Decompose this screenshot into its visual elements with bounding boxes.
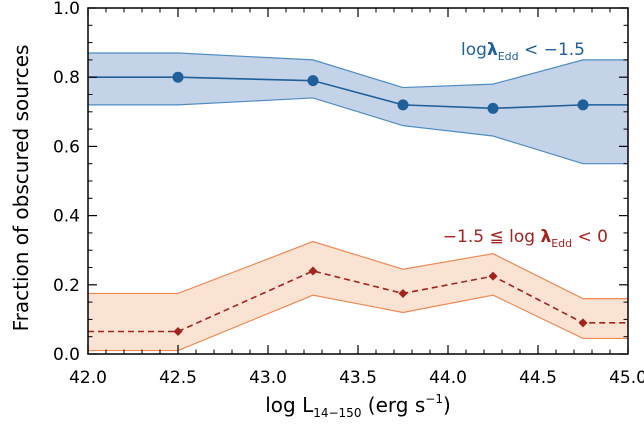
point-series-0-4 (577, 99, 589, 111)
x-axis-label: log L14−150 (erg s−1) (265, 392, 451, 420)
band-upper-edge-series-1 (88, 240, 628, 300)
band-upper-edge-series-0 (88, 52, 628, 89)
y-tick-label-1: 0.2 (53, 276, 80, 296)
y-tick-label-4: 0.8 (53, 68, 80, 88)
point-series-1-0 (173, 327, 183, 337)
point-series-1-4 (578, 318, 588, 328)
point-series-0-3 (487, 102, 499, 114)
y-tick-label-5: 1.0 (53, 0, 80, 19)
legend-label-high-eddington-pre: −1.5 ≦ log (443, 227, 541, 247)
x-tick-label-6: 45.0 (609, 368, 644, 388)
legend-label-low-eddington-sub: Edd (498, 50, 519, 63)
x-axis-label-unit: (erg s (361, 393, 425, 417)
x-tick-label-1: 42.5 (159, 368, 197, 388)
x-tick-label-4: 44.0 (429, 368, 467, 388)
x-tick-label-0: 42.0 (69, 368, 107, 388)
legend-label-high-eddington-post: < 0 (572, 227, 608, 247)
point-series-0-2 (397, 99, 409, 111)
band-series-1 (88, 241, 628, 351)
y-tick-label-0: 0.0 (53, 345, 80, 365)
legend-label-high-eddington-lambda: λ (540, 227, 551, 247)
point-series-1-3 (488, 271, 498, 281)
x-axis-label-main: log L (265, 393, 314, 417)
axis-ticks (87, 7, 629, 355)
x-tick-label-5: 44.5 (519, 368, 557, 388)
legend-label-low-eddington: logλEdd < −1.5 (461, 40, 585, 63)
legend-label-low-eddington-pre: log (461, 40, 487, 60)
point-series-1-1 (308, 266, 318, 276)
legend-label-low-eddington-lambda: λ (487, 40, 498, 60)
point-series-0-0 (172, 71, 184, 83)
x-tick-labels: 42.0 42.5 43.0 43.5 44.0 44.5 45.0 (69, 368, 644, 388)
y-tick-label-3: 0.6 (53, 137, 80, 157)
legend-label-low-eddington-post: < −1.5 (519, 40, 585, 60)
x-tick-label-2: 43.0 (249, 368, 287, 388)
x-axis-label-subscript: 14−150 (313, 406, 361, 420)
y-tick-labels: 0.0 0.2 0.4 0.6 0.8 1.0 (53, 0, 80, 365)
x-tick-label-3: 43.5 (339, 368, 377, 388)
y-tick-label-2: 0.4 (53, 207, 80, 227)
legend-label-high-eddington-sub: Edd (551, 237, 572, 250)
point-series-1-2 (398, 288, 408, 298)
point-series-0-1 (307, 75, 319, 87)
y-axis-label: Fraction of obscured sources (9, 45, 33, 332)
data-points (172, 71, 589, 337)
confidence-bands (88, 52, 628, 352)
x-axis-label-close: ) (443, 393, 451, 417)
band-lower-edge-series-0 (88, 97, 628, 165)
plot-area (88, 52, 628, 352)
x-axis-label-superscript: −1 (425, 392, 443, 406)
legend-label-high-eddington: −1.5 ≦ log λEdd < 0 (443, 227, 608, 250)
